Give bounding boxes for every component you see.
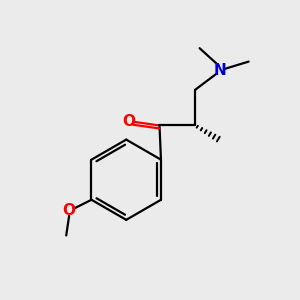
Text: O: O — [122, 113, 135, 128]
Text: O: O — [63, 203, 76, 218]
Text: N: N — [214, 63, 227, 78]
